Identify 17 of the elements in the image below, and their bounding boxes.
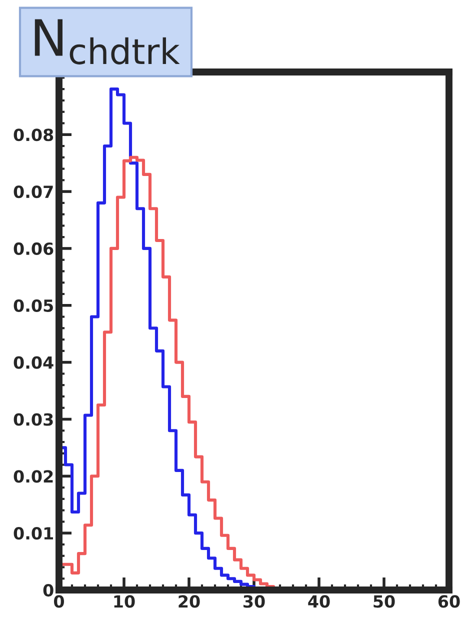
x-tick-label: 60 — [438, 595, 460, 608]
y-tick-label: 0.08 — [14, 128, 54, 142]
y-tick-label: 0.05 — [14, 299, 53, 312]
x-tick-label: 30 — [244, 595, 265, 608]
x-tick-label: 20 — [178, 595, 200, 608]
y-tick-label: 0.06 — [14, 242, 54, 256]
x-tick-label: 40 — [308, 595, 330, 608]
y-tick-label: 0.02 — [14, 470, 53, 483]
x-tick-label: 10 — [114, 595, 135, 608]
y-tick-label: 0.01 — [14, 527, 53, 540]
x-tick-label: 50 — [374, 595, 395, 608]
chart-title: N$_{chdtrk}$ — [34, 19, 180, 64]
x-tick-label: 0 — [54, 595, 64, 608]
y-tick-label: 0.04 — [14, 356, 54, 369]
y-tick-label: 0.03 — [14, 413, 53, 426]
y-tick-label: 0 — [43, 584, 54, 597]
y-tick-label: 0.07 — [14, 186, 53, 198]
